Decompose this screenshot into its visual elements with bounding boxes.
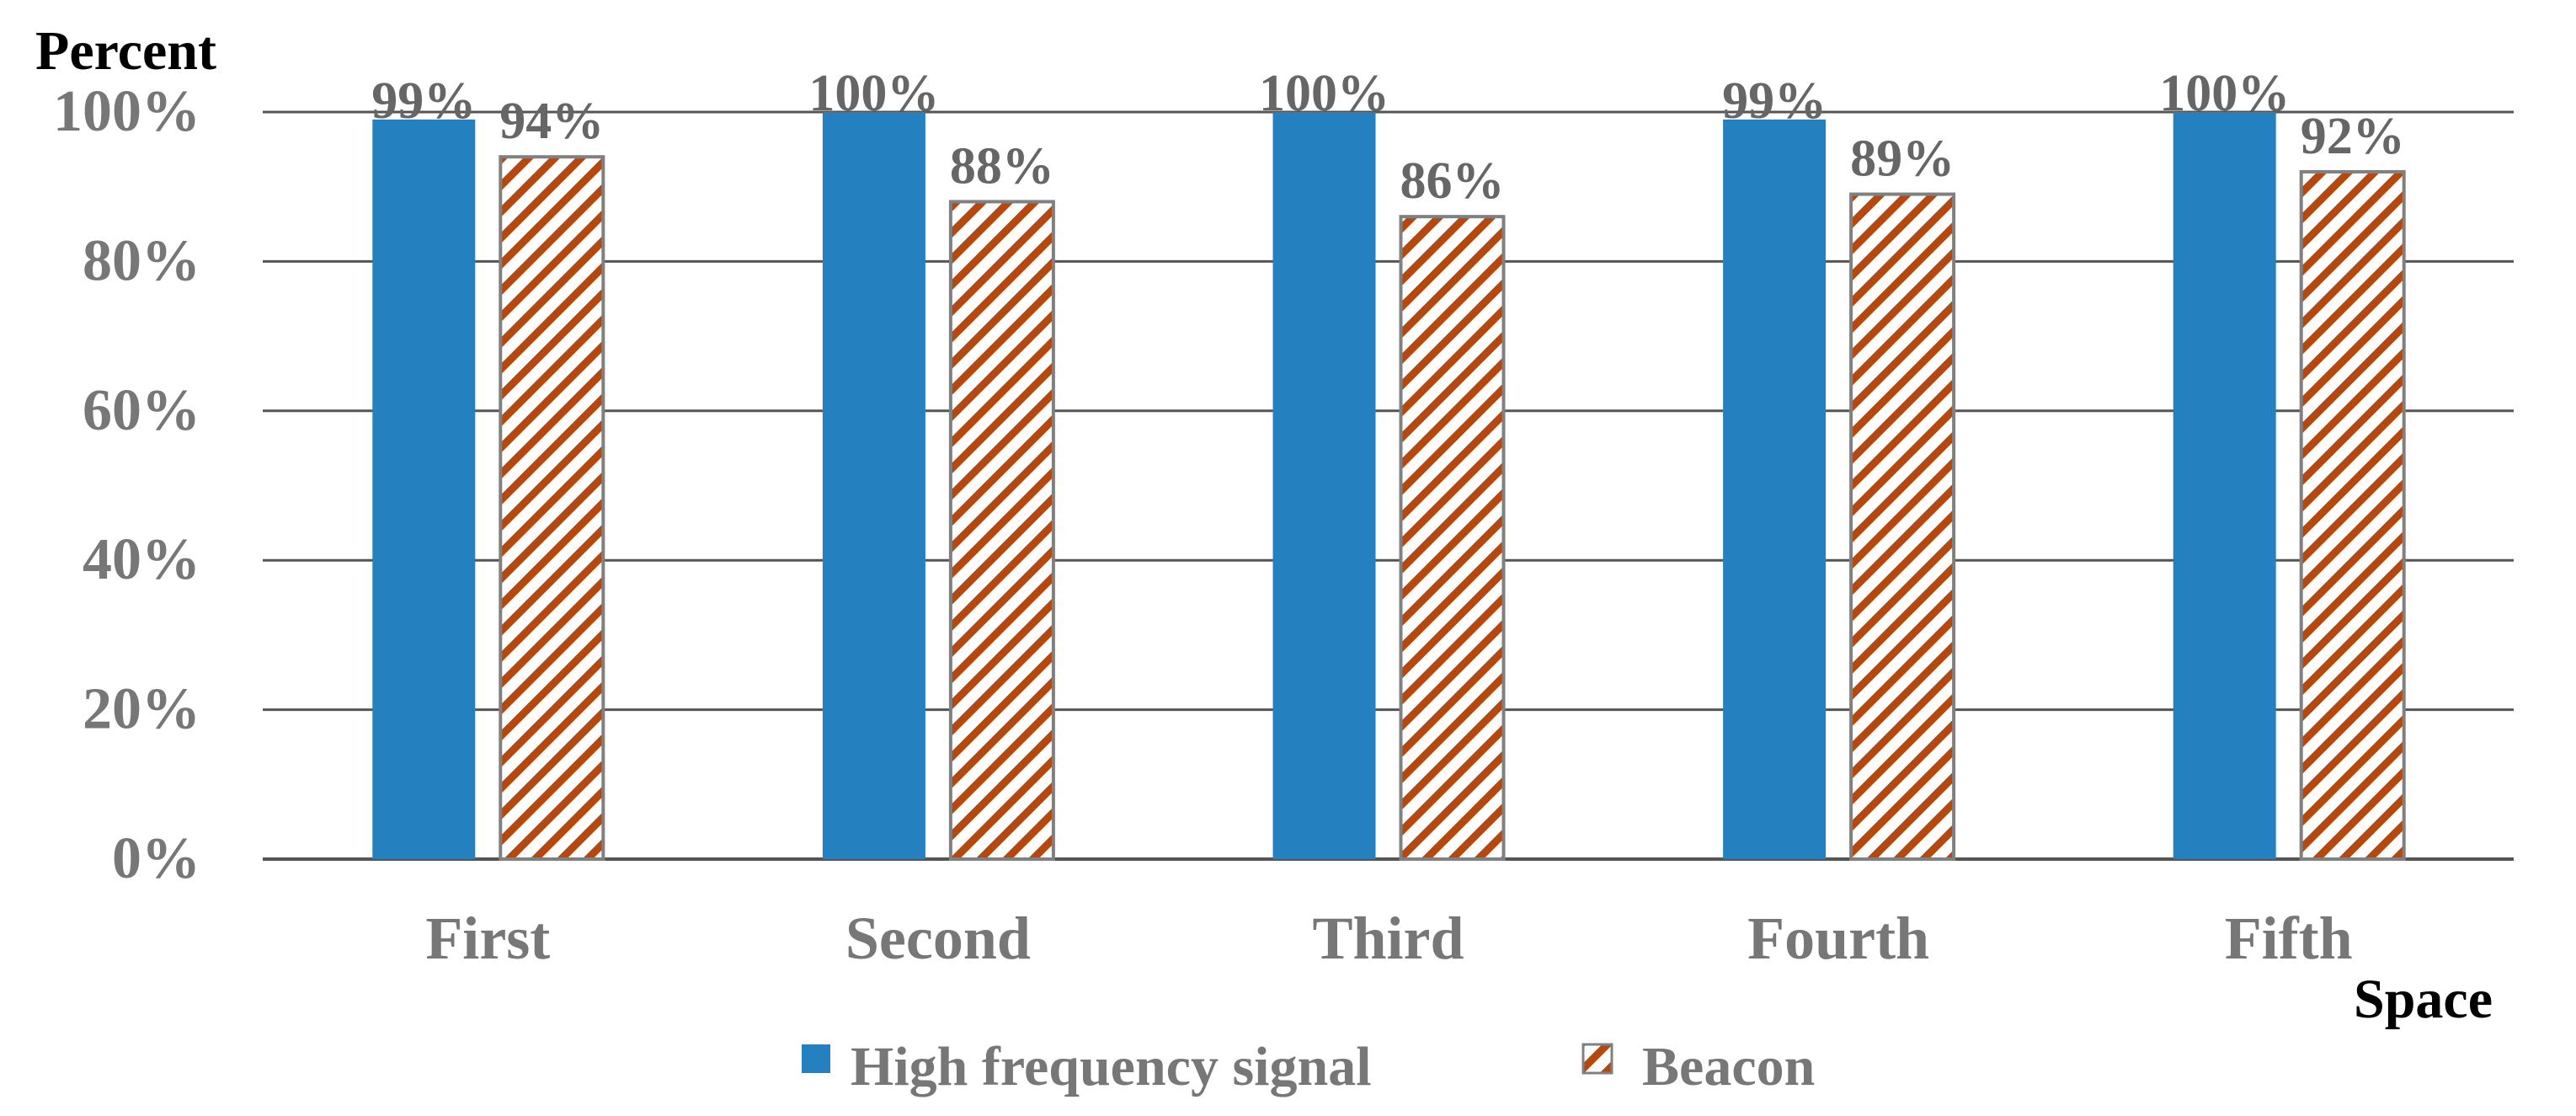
x-tick-label: Second xyxy=(845,905,1031,972)
legend-label-high-frequency-signal: High frequency signal xyxy=(851,1036,1372,1097)
bar-beacon xyxy=(499,155,605,862)
bar-beacon xyxy=(1399,215,1506,861)
y-tick-label: 40% xyxy=(83,527,200,592)
legend-swatch-beacon xyxy=(1581,1043,1613,1075)
y-tick-label: 20% xyxy=(83,677,200,742)
bar-beacon xyxy=(2299,169,2406,861)
bar-high-frequency-signal xyxy=(1272,112,1376,859)
data-label-beacon: 86% xyxy=(1400,152,1505,210)
bar-high-frequency-signal xyxy=(1723,119,1827,859)
x-axis-title: Space xyxy=(2354,969,2493,1030)
data-label-beacon: 94% xyxy=(499,93,604,150)
bar-high-frequency-signal xyxy=(822,112,925,859)
data-label-high-frequency-signal: 100% xyxy=(2159,65,2290,122)
y-tick-label: 100% xyxy=(53,79,200,144)
data-label-high-frequency-signal: 99% xyxy=(371,72,476,130)
y-tick-label: 60% xyxy=(83,378,200,443)
x-tick-label: Fourth xyxy=(1747,905,1929,972)
data-label-beacon: 89% xyxy=(1850,131,1955,188)
x-tick-label: First xyxy=(425,905,550,972)
x-axis-ticks: First Second Third Fourth Fifth xyxy=(425,905,2352,972)
legend: High frequency signal Beacon xyxy=(802,1036,1815,1097)
y-tick-label: 0% xyxy=(112,826,200,891)
data-label-high-frequency-signal: 99% xyxy=(1722,72,1827,130)
bar-high-frequency-signal xyxy=(2173,112,2276,859)
x-tick-label: Third xyxy=(1312,905,1464,972)
data-label-high-frequency-signal: 100% xyxy=(808,65,939,122)
legend-label-beacon: Beacon xyxy=(1642,1036,1815,1097)
legend-swatch-high-frequency-signal xyxy=(802,1044,830,1073)
bar-high-frequency-signal xyxy=(372,119,476,859)
x-tick-label: Fifth xyxy=(2225,905,2353,972)
data-label-beacon: 88% xyxy=(950,137,1054,195)
bars xyxy=(372,112,2406,862)
data-label-high-frequency-signal: 100% xyxy=(1259,65,1389,122)
bar-beacon xyxy=(1849,192,1956,861)
data-labels: 99% 94% 100%88%100%86%99%89%100%92% xyxy=(371,65,2404,210)
y-axis-title: Percent xyxy=(35,20,216,82)
bar-beacon xyxy=(948,200,1055,861)
y-axis-ticks: 0% 20% 40% 60% 80% 100% xyxy=(53,79,200,891)
data-label-beacon: 92% xyxy=(2301,108,2405,165)
y-tick-label: 80% xyxy=(83,228,200,293)
gridlines xyxy=(263,110,2514,861)
